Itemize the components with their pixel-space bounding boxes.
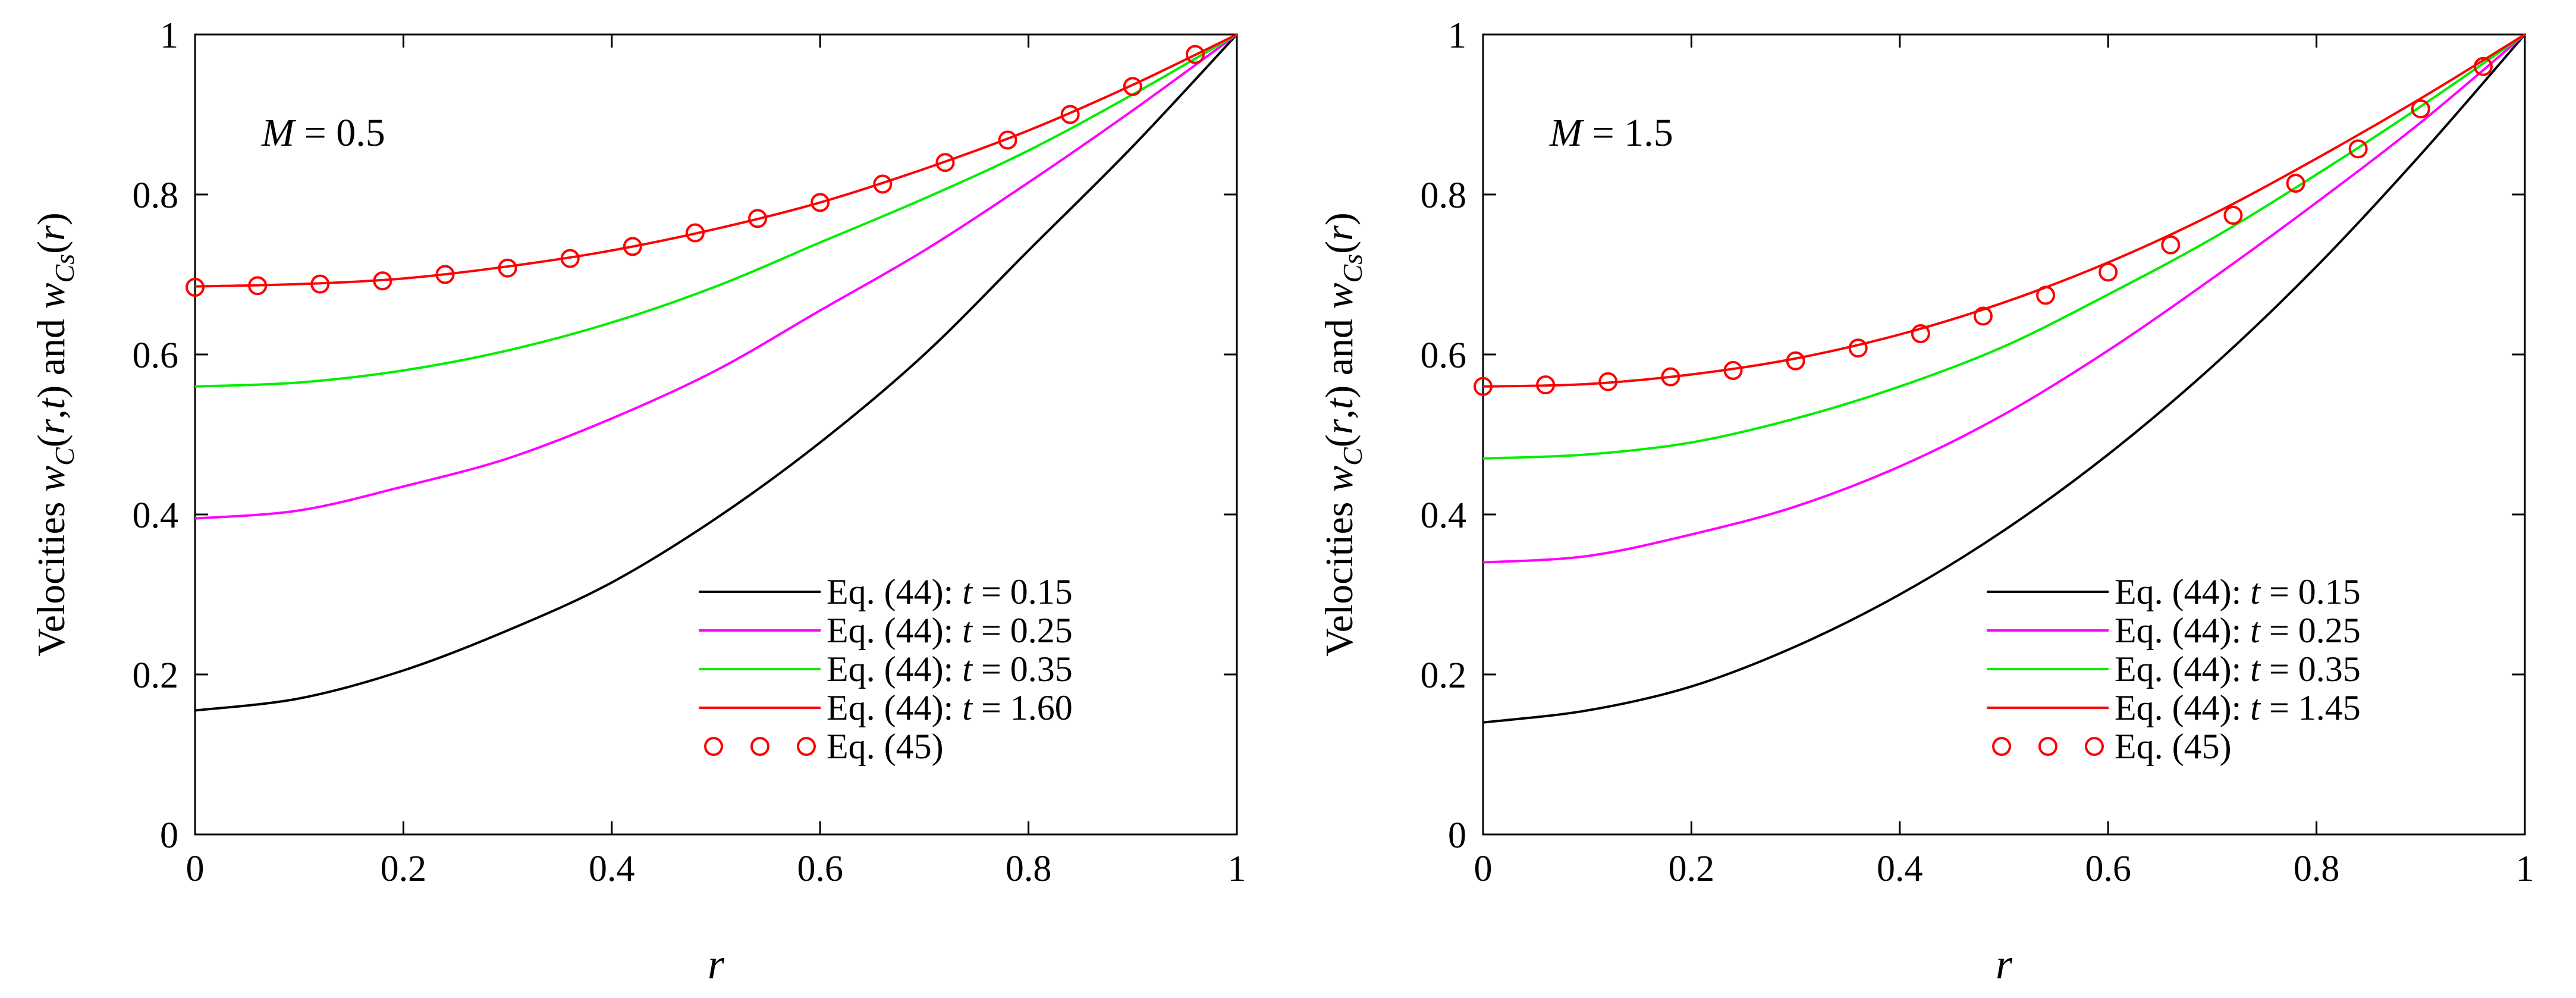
marker-point bbox=[1474, 376, 1493, 396]
legend-label-1: Eq. (44): t = 0.25 bbox=[827, 611, 1073, 650]
x-tick-label: 0.6 bbox=[797, 849, 843, 889]
marker-point bbox=[248, 276, 268, 296]
marker-point bbox=[2099, 262, 2118, 282]
marker-point bbox=[1060, 105, 1080, 124]
y-tick-label: 0.2 bbox=[133, 655, 179, 696]
marker-point bbox=[1123, 77, 1142, 96]
y-tick-label: 0.6 bbox=[133, 335, 179, 376]
y-tick-label: 0.4 bbox=[133, 495, 179, 536]
marker-point bbox=[935, 153, 955, 172]
series-line-0 bbox=[194, 33, 1238, 712]
marker-point bbox=[2286, 174, 2305, 193]
chart-panel-left: 0 0.2 0.4 0.6 0.8 1 0 0.2 0.4 0.6 0.8 1 M = 0.5 Eq. (… bbox=[30, 15, 1246, 988]
legend-label-markers: Eq. (45) bbox=[2115, 727, 2232, 766]
series-line-1 bbox=[1482, 33, 2526, 564]
marker-point bbox=[2223, 205, 2243, 225]
legend-marker-swatch bbox=[704, 737, 723, 756]
chart-left: 0 0.2 0.4 0.6 0.8 1 0 0.2 0.4 0.6 0.8 1 M = 0.5 Eq. (… bbox=[30, 15, 1246, 988]
m-annotation: M = 0.5 bbox=[261, 111, 385, 155]
x-tick-label: 0.2 bbox=[1669, 849, 1715, 889]
chart-right: 0 0.2 0.4 0.6 0.8 1 0 0.2 0.4 0.6 0.8 1 M = 1.5 Eq. (… bbox=[1318, 15, 2534, 988]
marker-point bbox=[2161, 235, 2181, 255]
marker-point bbox=[2411, 99, 2430, 119]
plot-frame bbox=[1482, 33, 2526, 836]
series-line-1 bbox=[194, 33, 1238, 520]
legend-label-3: Eq. (44): t = 1.45 bbox=[2115, 688, 2361, 727]
y-tick-label: 0.4 bbox=[1421, 495, 1467, 536]
marker-point bbox=[2036, 285, 2056, 305]
marker-point bbox=[2473, 57, 2493, 76]
marker-point bbox=[685, 223, 705, 243]
x-tick-label: 0.4 bbox=[1877, 849, 1923, 889]
legend-label-markers: Eq. (45) bbox=[827, 727, 944, 766]
marker-point bbox=[1973, 306, 1993, 326]
y-tick-label: 0.6 bbox=[1421, 335, 1467, 376]
marker-point bbox=[1598, 372, 1618, 391]
marker-point bbox=[811, 193, 830, 212]
x-tick-label: 0.8 bbox=[1006, 849, 1052, 889]
legend-marker-swatch bbox=[2085, 737, 2104, 756]
marker-point bbox=[748, 209, 768, 228]
x-tick-label: 0.8 bbox=[2294, 849, 2340, 889]
legend-label-0: Eq. (44): t = 0.15 bbox=[827, 572, 1073, 611]
marker-point bbox=[1536, 375, 1556, 395]
x-tick-label: 0 bbox=[1474, 849, 1493, 889]
series-line-2 bbox=[1482, 33, 2526, 460]
marker-point bbox=[498, 258, 517, 278]
legend-label-1: Eq. (44): t = 0.25 bbox=[2115, 611, 2361, 650]
x-axis-label: r bbox=[708, 940, 725, 988]
legend-label-2: Eq. (44): t = 0.35 bbox=[2115, 649, 2361, 689]
marker-point bbox=[2348, 139, 2368, 159]
series-line-2 bbox=[194, 33, 1237, 388]
y-axis-label: Velocities wC(r,t) and wCs(r) bbox=[30, 212, 80, 657]
series-line-3 bbox=[194, 33, 1237, 288]
y-axis-label: Velocities wC(r,t) and wCs(r) bbox=[1318, 212, 1368, 657]
y-tick-label: 0.8 bbox=[1421, 175, 1467, 216]
legend-label-3: Eq. (44): t = 1.60 bbox=[827, 688, 1073, 727]
m-annotation: M = 1.5 bbox=[1549, 111, 1673, 155]
marker-point bbox=[560, 249, 580, 268]
y-tick-label: 0 bbox=[1448, 815, 1466, 856]
marker-point bbox=[310, 274, 330, 294]
y-tick-label: 0.2 bbox=[1421, 655, 1467, 696]
x-tick-label: 0 bbox=[186, 849, 205, 889]
x-tick-label: 0.4 bbox=[589, 849, 635, 889]
marker-point bbox=[998, 130, 1017, 150]
marker-point bbox=[873, 174, 893, 194]
chart-panel-right: 0 0.2 0.4 0.6 0.8 1 0 0.2 0.4 0.6 0.8 1 M = 1.5 Eq. (… bbox=[1288, 0, 2576, 998]
y-tick-label: 0 bbox=[160, 815, 178, 856]
x-tick-label: 1 bbox=[2516, 849, 2534, 889]
x-axis-label: r bbox=[1996, 940, 2013, 988]
marker-point bbox=[1911, 324, 1930, 344]
series-line-0 bbox=[1482, 33, 2526, 724]
legend-marker-swatch bbox=[797, 737, 816, 756]
marker-point bbox=[1848, 338, 1868, 358]
marker-point bbox=[373, 271, 392, 291]
x-tick-label: 0.2 bbox=[381, 849, 427, 889]
marker-point bbox=[1723, 360, 1743, 380]
marker-point bbox=[1185, 45, 1205, 64]
x-tick-label: 1 bbox=[1228, 849, 1246, 889]
x-tick-label: 0.6 bbox=[2085, 849, 2131, 889]
marker-point bbox=[186, 278, 205, 297]
legend-label-0: Eq. (44): t = 0.15 bbox=[2115, 572, 2361, 611]
y-tick-label: 1 bbox=[1448, 15, 1466, 56]
y-tick-label: 1 bbox=[160, 15, 178, 56]
y-tick-label: 0.8 bbox=[133, 175, 179, 216]
marker-point bbox=[1661, 367, 1680, 387]
legend-marker-swatch bbox=[2038, 737, 2057, 756]
legend-marker-swatch bbox=[750, 737, 769, 756]
plot-frame bbox=[194, 33, 1238, 836]
marker-point bbox=[1786, 351, 1805, 371]
marker-point bbox=[623, 237, 642, 256]
legend-marker-swatch bbox=[1992, 737, 2011, 756]
legend-label-2: Eq. (44): t = 0.35 bbox=[827, 649, 1073, 689]
marker-point bbox=[435, 265, 455, 284]
